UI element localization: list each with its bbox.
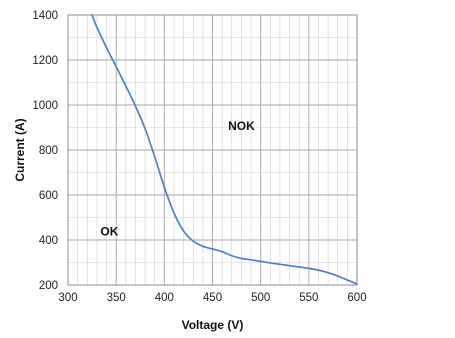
y-tick-label: 1200 (32, 55, 58, 67)
x-tick-label: 600 (347, 292, 366, 304)
x-tick-label: 450 (203, 292, 222, 304)
plot-area-border (67, 14, 358, 286)
x-tick-label: 300 (58, 292, 77, 304)
series-layer (91, 14, 358, 285)
y-tick-label: 1000 (32, 100, 58, 112)
y-tick-label: 400 (39, 235, 58, 247)
series-line (91, 14, 358, 285)
region-label-ok: OK (100, 225, 118, 239)
y-tick-label: 200 (39, 280, 58, 292)
annotations: NOK OK (100, 119, 255, 239)
y-tick-label: 600 (39, 190, 58, 202)
x-tick-label: 550 (299, 292, 318, 304)
y-axis-title: Current (A) (13, 118, 27, 181)
region-label-nok: NOK (228, 119, 255, 133)
y-tick-label: 800 (39, 145, 58, 157)
tick-labels: 300 350 400 450 500 550 600 200 400 600 800 1000 120… (32, 10, 366, 304)
x-tick-label: 500 (251, 292, 270, 304)
grid (67, 14, 358, 286)
x-tick-label: 350 (107, 292, 126, 304)
y-tick-label: 1400 (32, 10, 58, 22)
x-axis-title: Voltage (V) (182, 318, 244, 332)
x-tick-label: 400 (155, 292, 174, 304)
